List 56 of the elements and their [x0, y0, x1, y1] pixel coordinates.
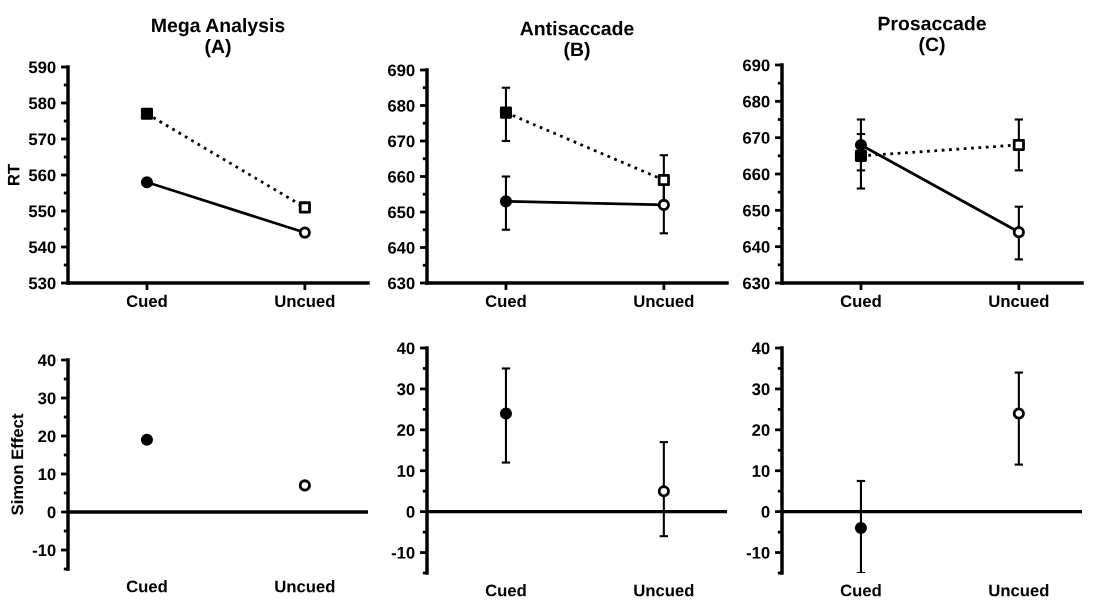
y-tick-label: 590: [28, 61, 56, 74]
y-tick-label: 680: [743, 95, 770, 108]
x-tick-label: Cued: [126, 580, 167, 593]
y-tick-label: 40: [751, 342, 770, 355]
y-tick-label: 0: [406, 506, 415, 518]
y-tick-label: 680: [388, 99, 415, 112]
y-tick-label: 20: [38, 430, 56, 443]
x-tick-label: Uncued: [634, 294, 694, 308]
x-tick-label: Cued: [126, 294, 167, 308]
y-axis-title: RT: [7, 164, 20, 185]
y-tick-label: 650: [388, 206, 415, 219]
chart-title: Mega Analysis (A): [152, 17, 285, 58]
y-tick-label: 10: [752, 465, 770, 477]
y-tick-label: 690: [388, 64, 415, 77]
x-tick-label: Uncued: [634, 584, 694, 597]
y-tick-label: 650: [743, 204, 770, 217]
x-tick-label: Cued: [840, 584, 881, 597]
y-tick-label: 530: [28, 277, 56, 290]
x-tick-label: Uncued: [275, 580, 335, 593]
y-axis-title: Simon Effect: [11, 413, 24, 515]
y-tick-label: 670: [388, 135, 415, 148]
y-tick-label: 10: [397, 465, 415, 477]
y-tick-label: 30: [752, 383, 770, 396]
x-tick-label: Uncued: [989, 294, 1049, 308]
y-tick-label: -10: [391, 546, 415, 559]
y-tick-label: 630: [388, 277, 415, 290]
y-tick-label: 640: [743, 241, 770, 253]
y-tick-label: 570: [28, 133, 56, 146]
y-tick-label: 0: [47, 506, 56, 519]
y-tick-label: 660: [743, 168, 770, 181]
x-tick-label: Cued: [840, 294, 881, 308]
y-tick-label: 10: [38, 468, 56, 481]
y-tick-label: 0: [761, 506, 770, 518]
y-tick-label: 560: [28, 169, 56, 182]
chart-title: Antisaccade (B): [520, 21, 634, 61]
y-tick-label: 690: [743, 59, 770, 72]
y-tick-label: -10: [746, 546, 770, 559]
y-tick-label: 580: [28, 97, 56, 110]
y-tick-label: 40: [396, 342, 415, 355]
y-tick-label: 640: [388, 241, 415, 254]
y-tick-label: 550: [28, 205, 56, 218]
chart-title: Prosaccade (C): [878, 16, 986, 56]
y-tick-label: 20: [397, 424, 415, 437]
y-tick-label: 630: [743, 277, 770, 290]
y-tick-label: 660: [388, 170, 415, 183]
y-tick-label: 30: [397, 383, 415, 396]
y-tick-label: 540: [28, 241, 56, 254]
y-tick-label: -10: [32, 544, 56, 557]
y-tick-label: 30: [38, 392, 56, 405]
x-tick-label: Cued: [485, 294, 526, 308]
x-tick-label: Uncued: [275, 294, 335, 308]
x-tick-label: Cued: [485, 584, 526, 597]
x-tick-label: Uncued: [989, 584, 1049, 597]
y-tick-label: 20: [752, 424, 770, 437]
y-tick-label: 670: [743, 132, 770, 144]
y-tick-label: 40: [37, 354, 56, 367]
